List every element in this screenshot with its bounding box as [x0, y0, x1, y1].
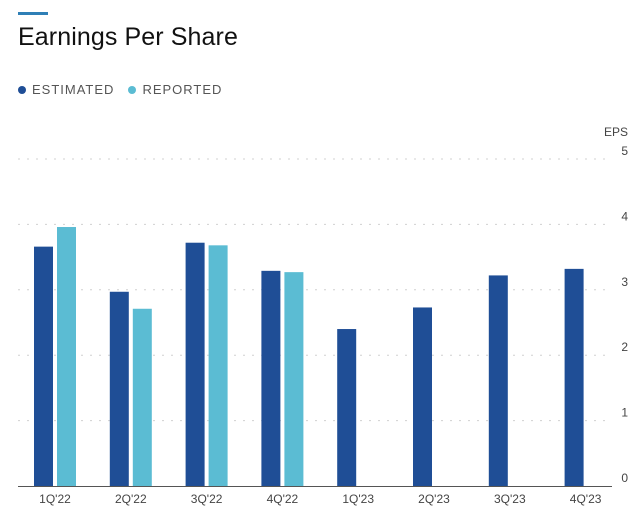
- bar-estimated-6[interactable]: [488, 275, 508, 486]
- bar-estimated-2[interactable]: [185, 242, 205, 486]
- legend-item-reported[interactable]: REPORTED: [128, 82, 222, 97]
- x-tick-label: 4Q'22: [267, 492, 299, 506]
- legend-label-reported: REPORTED: [142, 82, 223, 97]
- x-tick-label: 4Q'23: [570, 492, 602, 506]
- title-accent-line: [18, 12, 48, 15]
- bars: [34, 227, 584, 487]
- legend-item-estimated[interactable]: ESTIMATED: [18, 82, 114, 97]
- bar-reported-2[interactable]: [208, 245, 228, 486]
- bar-estimated-5[interactable]: [413, 307, 432, 486]
- x-tick-label: 1Q'22: [39, 492, 71, 506]
- y-tick-label: 3: [621, 275, 628, 289]
- y-axis-title: EPS: [604, 125, 628, 139]
- chart-title: Earnings Per Share: [18, 23, 238, 51]
- y-tick-label: 0: [621, 471, 628, 485]
- y-tick-labels: 0 1 2 3 4 5: [621, 144, 628, 485]
- legend-dot-reported: [128, 85, 137, 94]
- x-tick-label: 3Q'23: [494, 492, 526, 506]
- x-tick-label: 2Q'22: [115, 492, 147, 506]
- legend-dot-estimated: [18, 85, 26, 94]
- grid-lines: [18, 158, 606, 422]
- bar-estimated-7[interactable]: [564, 268, 584, 486]
- x-tick-labels: 1Q'22 2Q'22 3Q'22 4Q'22 1Q'23 2Q'23 3Q'23 4Q'23: [39, 492, 602, 506]
- bar-reported-1[interactable]: [132, 308, 152, 486]
- x-tick-label: 3Q'22: [191, 492, 223, 506]
- bar-reported-0[interactable]: [57, 227, 76, 487]
- y-tick-label: 1: [621, 406, 628, 420]
- x-tick-label: 2Q'23: [418, 492, 450, 506]
- y-tick-label: 5: [621, 144, 628, 158]
- x-tick-label: 1Q'23: [342, 492, 374, 506]
- bar-estimated-1[interactable]: [109, 291, 129, 486]
- legend-label-estimated: ESTIMATED: [32, 82, 115, 97]
- y-tick-label: 2: [621, 340, 628, 354]
- bar-estimated-4[interactable]: [337, 329, 357, 486]
- bar-estimated-0[interactable]: [34, 246, 53, 486]
- legend: ESTIMATED REPORTED: [18, 82, 236, 97]
- y-tick-label: 4: [621, 209, 628, 223]
- bar-reported-3[interactable]: [284, 272, 304, 486]
- bar-estimated-3[interactable]: [261, 270, 281, 486]
